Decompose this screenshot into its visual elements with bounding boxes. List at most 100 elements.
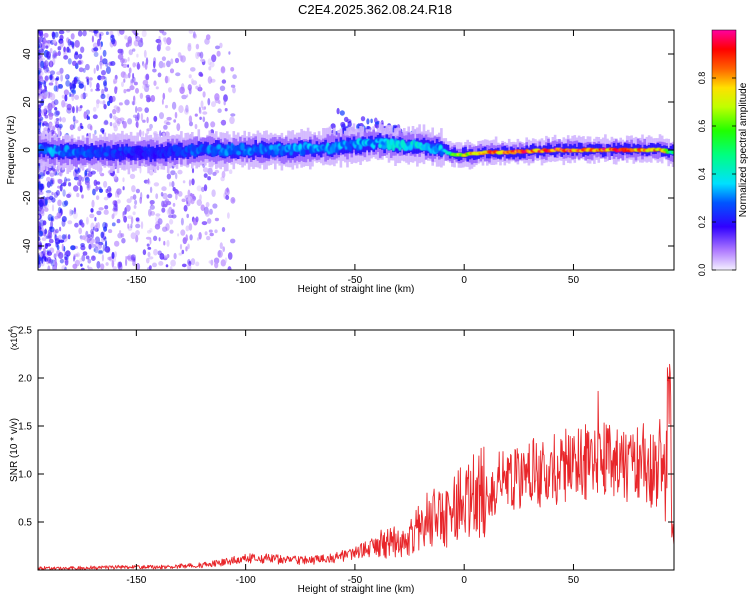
spectrogram-noise-blob [69, 124, 75, 131]
spectrogram-noise-blob [147, 266, 151, 270]
spectrogram-noise-blob [201, 106, 206, 111]
spectrogram-noise-blob [40, 60, 45, 69]
spectrogram-noise-blob [65, 74, 69, 79]
spectrogram-ridge-halo [564, 143, 568, 154]
spectrogram-noise-blob [206, 235, 211, 241]
spectrogram-noise-blob [59, 258, 64, 264]
spectrogram-ridge-core [240, 143, 245, 151]
spectrogram-noise-blob [65, 233, 68, 239]
spectrogram-noise-blob [54, 215, 59, 220]
spectrogram-noise-blob [196, 185, 202, 192]
spectrogram-noise-blob [127, 64, 130, 68]
spectrogram-noise-blob [40, 210, 45, 217]
spectrogram-noise-blob [218, 100, 221, 105]
spectrogram-noise-blob [100, 93, 106, 99]
spectrogram-noise-blob [55, 110, 61, 116]
spectrogram-noise-blob [135, 223, 141, 229]
spectrogram-noise-blob [126, 255, 132, 260]
spectrogram-noise-blob [87, 234, 92, 238]
spectrogram-noise-blob [187, 263, 192, 270]
spectrogram-noise-blob [94, 241, 99, 249]
spectrogram-noise-blob [165, 264, 169, 268]
spectrogram-noise-blob [230, 113, 236, 117]
spectrogram-noise-blob [48, 258, 54, 264]
spectrogram-noise-blob [187, 243, 190, 250]
spectrogram-noise-blob [194, 123, 198, 130]
spectrogram-noise-blob [149, 211, 156, 216]
spectrogram-noise-blob [100, 76, 104, 81]
spectrogram-noise-blob [207, 58, 212, 66]
spectrogram-noise-blob [220, 66, 226, 74]
spectrogram-noise-blob [45, 190, 52, 194]
spectrogram-noise-blob [165, 46, 171, 51]
spectrogram-noise-blob [133, 81, 138, 86]
spectrogram-noise-blob [90, 208, 94, 213]
spectrogram-ridge-halo [606, 143, 609, 153]
spectrogram-noise-blob [102, 49, 107, 57]
spectrogram-noise-blob [181, 249, 185, 255]
spectrogram-noise-blob [130, 223, 133, 229]
spectrogram-noise-blob [64, 200, 69, 206]
spectrogram-noise-blob [132, 211, 136, 216]
spectrogram-noise-blob [166, 239, 170, 247]
spectrogram-noise-blob [202, 116, 206, 123]
spectrogram-noise-blob [109, 34, 115, 42]
spectrogram-noise-blob [195, 216, 199, 223]
snr-line [38, 363, 674, 570]
spectrogram-noise-blob [57, 185, 61, 189]
spectrogram-noise-blob [68, 209, 73, 217]
spectrogram-noise-blob [111, 37, 116, 45]
spectrogram-noise-blob [135, 217, 140, 222]
spectrogram-ridge-halo [464, 146, 467, 159]
colorbar-tick-label: 0.4 [697, 168, 707, 181]
spectrogram-noise-blob [175, 192, 178, 201]
spectrogram-noise-blob [169, 265, 173, 270]
spectrogram-noise-blob [214, 229, 218, 234]
spectrogram-noise-blob [43, 112, 47, 117]
spectrogram-noise-blob [139, 92, 144, 99]
spectrogram-noise-blob [178, 105, 184, 114]
spectrogram-noise-blob [103, 81, 107, 89]
spectrogram-noise-blob [159, 130, 162, 137]
spectrogram-noise-blob [169, 181, 171, 187]
spectrogram-noise-blob [103, 120, 109, 126]
spectrogram-noise-blob [118, 262, 123, 270]
spectrogram-noise-blob [105, 66, 111, 74]
spectrogram-y-tick-label: -20 [22, 190, 33, 205]
spectrogram-noise-blob [340, 121, 346, 128]
spectrogram-noise-blob [199, 194, 202, 201]
spectrogram-noise-blob [136, 53, 139, 58]
spectrogram-noise-blob [145, 73, 150, 81]
spectrogram-noise-blob [152, 68, 157, 73]
spectrogram-noise-blob [187, 44, 192, 52]
spectrogram-noise-blob [161, 98, 164, 105]
spectrogram-noise-blob [162, 37, 167, 42]
snr-y-tick-label: 0.5 [18, 518, 32, 529]
spectrogram-noise-blob [121, 58, 128, 64]
spectrogram-noise-blob [171, 101, 177, 110]
spectrogram-noise-blob [105, 31, 109, 35]
spectrogram-noise-blob [72, 60, 77, 66]
spectrogram-noise-blob [59, 226, 62, 232]
spectrogram-noise-blob [145, 94, 151, 99]
spectrogram-noise-blob [96, 181, 101, 185]
spectrogram-noise-blob [123, 215, 127, 223]
spectrogram-noise-blob [54, 53, 57, 59]
spectrogram-noise-blob [128, 67, 132, 74]
spectrogram-noise-blob [205, 34, 211, 41]
spectrogram-noise-blob [133, 95, 136, 103]
spectrogram-noise-blob [48, 122, 53, 130]
spectrogram-noise-blob [360, 116, 366, 122]
spectrogram-ridge-halo [577, 142, 581, 153]
spectrogram-noise-blob [147, 246, 152, 250]
spectrogram-noise-blob [140, 37, 143, 43]
spectrogram-noise-blob [149, 186, 153, 193]
spectrogram-noise-blob [78, 76, 81, 81]
spectrogram-noise-blob [56, 76, 60, 81]
spectrogram-noise-blob [100, 75, 106, 80]
spectrogram-noise-blob [121, 81, 124, 88]
snr-y-tick-label: 2.5 [18, 326, 32, 337]
spectrogram-noise-blob [40, 222, 44, 229]
spectrogram-noise-blob [75, 171, 79, 179]
spectrogram-noise-blob [166, 208, 172, 215]
